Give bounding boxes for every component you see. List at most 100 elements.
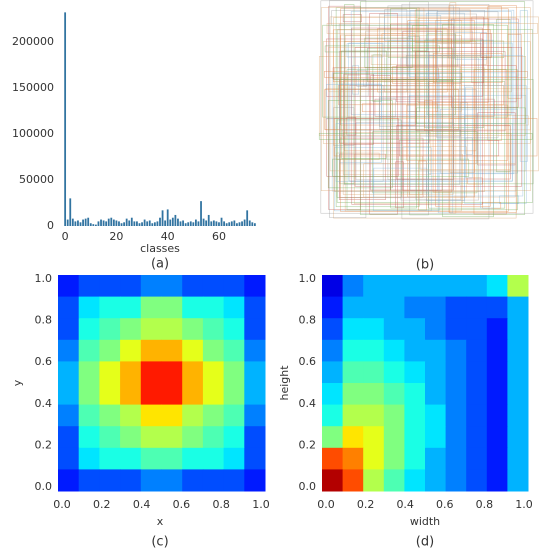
- y-tick-label: 0.2: [299, 438, 317, 451]
- bar: [71, 218, 74, 226]
- x-tick-label: 0.0: [53, 498, 71, 511]
- density-cell: [466, 404, 488, 427]
- density-cell: [507, 296, 529, 319]
- label-box: [326, 84, 382, 120]
- label-box: [356, 70, 367, 87]
- bar: [236, 223, 238, 226]
- label-box: [342, 80, 454, 195]
- label-box: [318, 56, 526, 136]
- density-cell: [486, 275, 508, 298]
- bar: [143, 219, 146, 226]
- density-cell: [507, 339, 529, 362]
- density-cell: [182, 275, 204, 298]
- density-cell: [486, 426, 508, 449]
- bar: [141, 222, 143, 226]
- label-box: [437, 80, 454, 214]
- bar: [112, 219, 115, 226]
- density-cell: [99, 426, 121, 449]
- label-box: [346, 43, 384, 58]
- density-cell: [404, 404, 426, 427]
- density-cell: [182, 469, 204, 492]
- density-cell: [244, 296, 266, 319]
- density-cell: [466, 361, 488, 384]
- label-box: [408, 155, 423, 196]
- density-cell: [507, 318, 529, 341]
- density-cell: [486, 361, 508, 384]
- y-tick-label: 1.0: [299, 272, 317, 285]
- density-cell: [182, 318, 204, 341]
- label-box: [341, 129, 461, 137]
- density-cell: [363, 275, 385, 298]
- density-cell: [244, 318, 266, 341]
- density-cell: [140, 426, 162, 449]
- density-cell: [342, 447, 364, 470]
- density-cell: [58, 426, 80, 449]
- bar: [215, 221, 218, 226]
- bar: [184, 223, 187, 226]
- density-cell: [342, 318, 364, 341]
- density-cell: [58, 318, 80, 341]
- bar: [128, 220, 131, 226]
- label-box: [415, 51, 506, 132]
- bar: [138, 223, 141, 226]
- bar: [159, 217, 161, 226]
- density-cell: [99, 275, 121, 298]
- label-box: [387, 5, 454, 180]
- label-box: [336, 152, 380, 161]
- density-cell: [445, 426, 467, 449]
- label-box: [333, 72, 463, 80]
- density-cell: [466, 383, 488, 406]
- density-cell: [383, 318, 405, 341]
- bar: [228, 222, 231, 226]
- density-cell: [161, 275, 183, 298]
- density-cell: [425, 426, 447, 449]
- density-cell: [404, 318, 426, 341]
- bar: [87, 217, 90, 226]
- bar: [251, 222, 254, 226]
- density-cell: [99, 296, 121, 319]
- density-cell: [120, 361, 142, 384]
- density-cell: [161, 469, 183, 492]
- label-box: [390, 8, 417, 209]
- density-cell: [78, 383, 100, 406]
- density-cell: [342, 383, 364, 406]
- y-tick-label: 0.8: [35, 314, 53, 327]
- density-cell: [58, 275, 80, 298]
- label-box: [346, 69, 518, 211]
- y-tick-label: 0.6: [299, 355, 317, 368]
- label-box: [480, 33, 492, 58]
- label-box: [416, 107, 526, 124]
- label-box: [401, 4, 490, 220]
- bar: [115, 220, 118, 226]
- density-cell: [120, 469, 142, 492]
- y-tick-label: 1.0: [35, 272, 53, 285]
- density-cell: [466, 339, 488, 362]
- x-tick-label: 0.8: [212, 498, 230, 511]
- density-cell: [445, 447, 467, 470]
- density-cell: [78, 447, 100, 470]
- label-box: [343, 7, 460, 186]
- x-axis-label: width: [410, 515, 440, 528]
- y-tick-label: 100000: [12, 127, 54, 140]
- label-box: [496, 19, 511, 173]
- density-cell: [78, 318, 100, 341]
- density-cell: [486, 447, 508, 470]
- density-cell: [466, 426, 488, 449]
- label-box: [507, 34, 522, 99]
- density-cell: [322, 447, 344, 470]
- density-cell: [507, 361, 529, 384]
- density-cell: [244, 426, 266, 449]
- density-cell: [383, 469, 405, 492]
- x-tick-label: 0.6: [436, 498, 454, 511]
- density-cell: [120, 404, 142, 427]
- density-cell: [120, 383, 142, 406]
- density-cell: [363, 383, 385, 406]
- bar: [82, 219, 84, 226]
- density-cell: [363, 404, 385, 427]
- bar: [100, 219, 102, 226]
- bar: [248, 220, 251, 226]
- density-cell: [404, 339, 426, 362]
- bar: [64, 12, 67, 226]
- bar: [212, 220, 215, 226]
- bar: [146, 221, 149, 226]
